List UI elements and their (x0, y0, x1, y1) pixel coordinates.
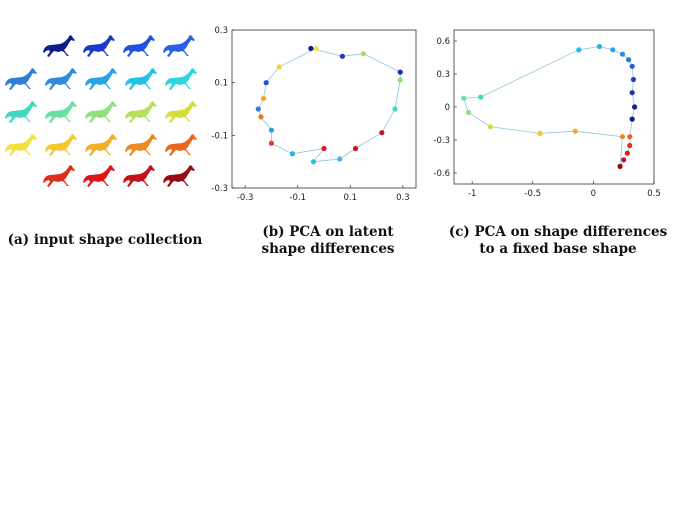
pca-latent-plot: -0.3 -0.1 0.1 0.3 0.3 0.1 -0.1 -0.3 (208, 22, 424, 207)
horse-shape (85, 68, 117, 90)
x-tick-label: -0.3 (237, 193, 254, 203)
horse-shape (83, 165, 115, 187)
data-point (627, 142, 633, 149)
data-point (397, 69, 403, 75)
pca-base-plot: -1 -0.5 0 0.5 0.6 0.3 0 -0.3 -0.6 (432, 26, 664, 206)
horse-shape (123, 165, 155, 187)
data-point (619, 51, 626, 57)
data-point (310, 159, 317, 165)
y-tick-label: 0.6 (436, 37, 450, 47)
y-tick-label: 0 (445, 103, 450, 113)
horse-shape (43, 35, 75, 57)
data-point (263, 80, 269, 86)
data-point (487, 124, 493, 130)
caption-c: (c) PCA on shape differences to a fixed … (440, 224, 676, 258)
data-point (610, 47, 616, 53)
horse-shape (45, 134, 77, 156)
data-point (255, 106, 261, 112)
horse-shape (125, 68, 157, 90)
data-point (289, 151, 296, 157)
horse-shape (5, 101, 37, 123)
data-point (629, 63, 635, 69)
data-point (352, 145, 359, 152)
data-point (313, 45, 319, 52)
data-point (629, 116, 635, 122)
horse-shape (165, 134, 197, 156)
data-point (617, 163, 623, 169)
y-tick-label: -0.1 (211, 131, 228, 141)
data-point (392, 106, 398, 112)
data-point (632, 104, 638, 110)
data-point (268, 140, 275, 146)
y-tick-label: 0.1 (214, 79, 228, 89)
data-point (258, 114, 264, 120)
caption-b-line-2: shape differences (261, 241, 395, 257)
horse-shape (43, 165, 75, 187)
horse-shape (163, 35, 195, 57)
plot-frame (231, 29, 417, 189)
data-point (321, 145, 327, 152)
data-point (276, 64, 282, 70)
caption-b-line-1: (b) PCA on latent (262, 224, 394, 240)
horse-shape (165, 101, 197, 123)
data-point (596, 43, 603, 50)
y-tick-label: -0.3 (211, 184, 228, 194)
data-point (572, 128, 578, 134)
data-point (360, 51, 367, 57)
y-tick-label: 0.3 (214, 26, 228, 36)
horse-shape (165, 68, 197, 90)
data-point (478, 94, 484, 100)
horse-shape (85, 101, 117, 123)
pca-base-chart: -1 -0.5 0 0.5 0.6 0.3 0 -0.3 -0.6 (433, 29, 661, 199)
data-point (629, 90, 635, 96)
horse-shape (45, 101, 77, 123)
data-point (461, 95, 467, 101)
caption-a: (a) input shape collection (7, 232, 203, 248)
x-tick-label: 0 (591, 189, 596, 199)
data-point (260, 95, 267, 102)
data-point (337, 156, 343, 162)
horse-shape (123, 35, 155, 57)
data-point (268, 127, 275, 133)
horse-shape (125, 101, 157, 123)
x-tick-label: 0.5 (647, 189, 661, 199)
data-point (624, 150, 630, 156)
x-tick-label: -0.1 (289, 193, 306, 203)
horse-shape (163, 165, 195, 187)
data-point (465, 109, 472, 116)
horse-shape (83, 35, 115, 57)
x-tick-label: -0.5 (524, 189, 541, 199)
data-point (625, 57, 632, 63)
caption-c-line-2: to a fixed base shape (479, 241, 637, 257)
data-point (576, 47, 582, 53)
data-point (397, 77, 403, 83)
horse-shape (125, 134, 157, 156)
caption-b: (b) PCA on latent shape differences (228, 224, 428, 258)
data-point (537, 130, 543, 136)
horse-shape (45, 68, 77, 90)
horse-shape (5, 134, 37, 156)
data-point (308, 45, 314, 52)
horse-shape (5, 68, 37, 90)
data-point (339, 53, 345, 59)
horse-shape (85, 134, 117, 156)
data-point (621, 157, 627, 163)
x-tick-label: -1 (468, 189, 476, 199)
caption-c-line-1: (c) PCA on shape differences (448, 224, 668, 240)
data-point (379, 130, 385, 136)
x-tick-label: 0.3 (396, 193, 410, 203)
pca-latent-chart: -0.3 -0.1 0.1 0.3 0.3 0.1 -0.1 -0.3 (211, 26, 417, 203)
data-point (627, 134, 633, 140)
horse-grid (5, 35, 197, 187)
x-tick-label: 0.1 (344, 193, 358, 203)
y-tick-label: 0.3 (436, 70, 450, 80)
data-point (619, 134, 626, 140)
data-point (630, 76, 636, 83)
horse-shape-collection (4, 30, 204, 195)
y-tick-label: -0.6 (433, 169, 450, 179)
y-tick-label: -0.3 (433, 136, 450, 146)
